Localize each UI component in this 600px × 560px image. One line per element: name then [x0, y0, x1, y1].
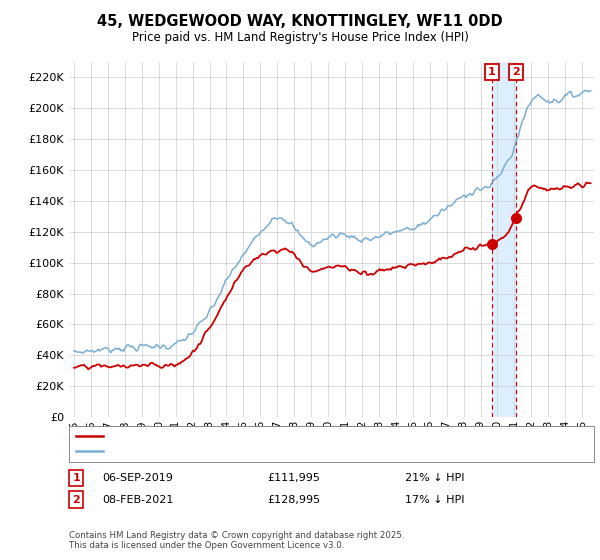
Text: Price paid vs. HM Land Registry's House Price Index (HPI): Price paid vs. HM Land Registry's House … — [131, 31, 469, 44]
Text: Contains HM Land Registry data © Crown copyright and database right 2025.
This d: Contains HM Land Registry data © Crown c… — [69, 530, 404, 550]
Text: £111,995: £111,995 — [267, 473, 320, 483]
Text: 17% ↓ HPI: 17% ↓ HPI — [405, 494, 464, 505]
Text: 1: 1 — [73, 473, 80, 483]
Text: HPI: Average price, semi-detached house, Wakefield: HPI: Average price, semi-detached house,… — [108, 446, 380, 456]
Text: 1: 1 — [488, 67, 496, 77]
Text: 45, WEDGEWOOD WAY, KNOTTINGLEY, WF11 0DD: 45, WEDGEWOOD WAY, KNOTTINGLEY, WF11 0DD — [97, 14, 503, 29]
Text: 06-SEP-2019: 06-SEP-2019 — [102, 473, 173, 483]
Text: 45, WEDGEWOOD WAY, KNOTTINGLEY, WF11 0DD (semi-detached house): 45, WEDGEWOOD WAY, KNOTTINGLEY, WF11 0DD… — [108, 431, 492, 441]
Bar — [492, 62, 516, 417]
Text: 2: 2 — [73, 494, 80, 505]
Text: 21% ↓ HPI: 21% ↓ HPI — [405, 473, 464, 483]
Text: 08-FEB-2021: 08-FEB-2021 — [102, 494, 173, 505]
Text: 2: 2 — [512, 67, 520, 77]
Text: £128,995: £128,995 — [267, 494, 320, 505]
